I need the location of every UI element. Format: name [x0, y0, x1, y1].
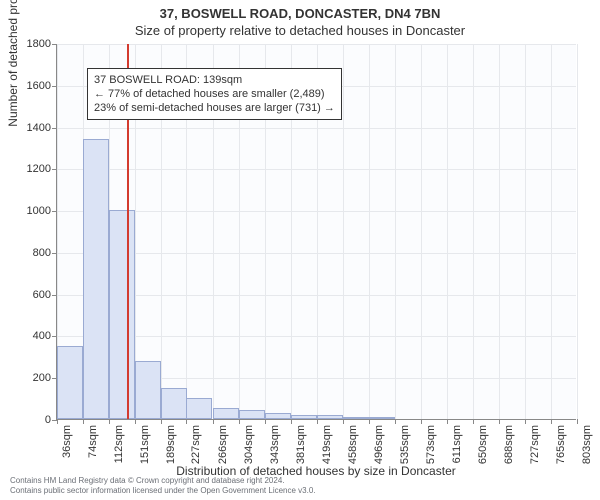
x-tick-label: 535sqm: [399, 425, 411, 464]
x-tick-label: 381sqm: [295, 425, 307, 464]
gridline-v: [369, 44, 370, 419]
histogram-bar: [291, 415, 317, 419]
x-tick: [57, 419, 58, 424]
x-tick: [135, 419, 136, 424]
x-tick: [369, 419, 370, 424]
y-tick-label: 1200: [11, 163, 57, 175]
x-tick-label: 496sqm: [373, 425, 385, 464]
gridline-v: [577, 44, 578, 419]
y-tick-label: 0: [11, 414, 57, 426]
x-tick-label: 112sqm: [113, 425, 125, 463]
gridline-v: [499, 44, 500, 419]
x-tick: [109, 419, 110, 424]
x-tick: [421, 419, 422, 424]
x-tick: [239, 419, 240, 424]
histogram-bar: [83, 139, 109, 419]
gridline-v: [447, 44, 448, 419]
chart-container: 37, BOSWELL ROAD, DONCASTER, DN4 7BN Siz…: [0, 0, 600, 500]
x-tick: [161, 419, 162, 424]
x-tick-label: 458sqm: [347, 425, 359, 464]
x-tick-label: 611sqm: [451, 425, 463, 463]
x-tick-label: 151sqm: [139, 425, 151, 464]
x-tick: [395, 419, 396, 424]
histogram-bar: [369, 417, 395, 419]
plot-area: 02004006008001000120014001600180036sqm74…: [56, 44, 576, 420]
x-tick-label: 727sqm: [529, 425, 541, 464]
y-tick-label: 1000: [11, 205, 57, 217]
y-tick-label: 1800: [11, 38, 57, 50]
x-tick-label: 227sqm: [190, 425, 202, 464]
x-tick: [447, 419, 448, 424]
x-tick-label: 573sqm: [425, 425, 437, 464]
histogram-bar: [135, 361, 161, 419]
y-tick-label: 1400: [11, 122, 57, 134]
credits-line-1: Contains HM Land Registry data © Crown c…: [10, 476, 316, 486]
x-tick: [291, 419, 292, 424]
histogram-bar: [317, 415, 343, 419]
chart-title: 37, BOSWELL ROAD, DONCASTER, DN4 7BN: [0, 0, 600, 21]
histogram-bar: [213, 408, 239, 419]
x-tick: [83, 419, 84, 424]
x-tick-label: 650sqm: [477, 425, 489, 464]
gridline-v: [473, 44, 474, 419]
y-tick-label: 400: [11, 330, 57, 342]
y-tick-label: 200: [11, 372, 57, 384]
histogram-bar: [186, 398, 212, 419]
x-tick: [473, 419, 474, 424]
y-tick-label: 1600: [11, 80, 57, 92]
gridline-v: [395, 44, 396, 419]
x-tick: [525, 419, 526, 424]
x-tick: [343, 419, 344, 424]
x-tick-label: 74sqm: [87, 425, 99, 458]
x-tick: [213, 419, 214, 424]
histogram-bar: [161, 388, 187, 419]
histogram-bar: [57, 346, 83, 419]
gridline-v: [421, 44, 422, 419]
x-tick-label: 189sqm: [165, 425, 177, 464]
callout-line: 23% of semi-detached houses are larger (…: [94, 101, 335, 115]
x-tick-label: 266sqm: [217, 425, 229, 464]
histogram-bar: [239, 410, 265, 419]
histogram-bar: [109, 210, 135, 419]
x-tick: [499, 419, 500, 424]
chart-subtitle: Size of property relative to detached ho…: [0, 21, 600, 38]
credits: Contains HM Land Registry data © Crown c…: [10, 476, 316, 496]
subject-callout: 37 BOSWELL ROAD: 139sqm← 77% of detached…: [87, 68, 342, 120]
credits-line-2: Contains public sector information licen…: [10, 486, 316, 496]
gridline-v: [343, 44, 344, 419]
x-tick: [186, 419, 187, 424]
x-tick-label: 36sqm: [61, 425, 73, 458]
x-tick: [551, 419, 552, 424]
y-tick-label: 600: [11, 289, 57, 301]
x-tick: [317, 419, 318, 424]
x-tick-label: 803sqm: [581, 425, 593, 464]
y-axis-label: Number of detached properties: [6, 0, 20, 232]
x-tick-label: 343sqm: [269, 425, 281, 464]
histogram-bar: [343, 417, 369, 420]
x-tick: [577, 419, 578, 424]
x-tick-label: 419sqm: [321, 425, 333, 464]
histogram-bar: [265, 413, 291, 419]
gridline-v: [551, 44, 552, 419]
chart-area: 02004006008001000120014001600180036sqm74…: [56, 44, 576, 420]
callout-line: ← 77% of detached houses are smaller (2,…: [94, 87, 335, 101]
x-tick-label: 688sqm: [503, 425, 515, 464]
x-tick-label: 765sqm: [555, 425, 567, 464]
x-tick: [265, 419, 266, 424]
x-tick-label: 304sqm: [243, 425, 255, 464]
y-tick-label: 800: [11, 247, 57, 259]
callout-line: 37 BOSWELL ROAD: 139sqm: [94, 73, 335, 87]
gridline-v: [525, 44, 526, 419]
